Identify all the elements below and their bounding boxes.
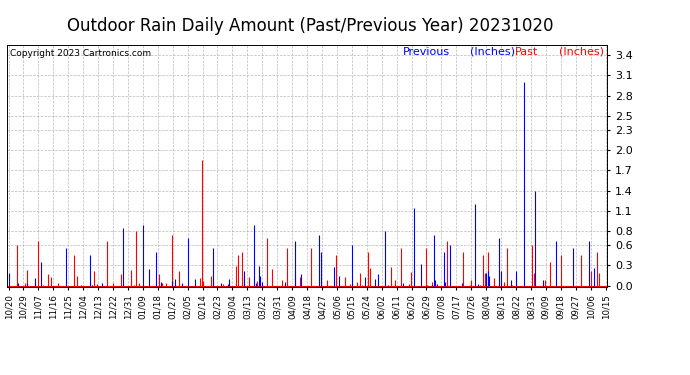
Text: (Inches): (Inches) (559, 47, 604, 57)
Text: Past: Past (515, 47, 538, 57)
Text: Outdoor Rain Daily Amount (Past/Previous Year) 20231020: Outdoor Rain Daily Amount (Past/Previous… (67, 17, 554, 35)
Text: (Inches): (Inches) (471, 47, 515, 57)
Text: Previous: Previous (403, 47, 450, 57)
Text: Copyright 2023 Cartronics.com: Copyright 2023 Cartronics.com (10, 49, 152, 58)
